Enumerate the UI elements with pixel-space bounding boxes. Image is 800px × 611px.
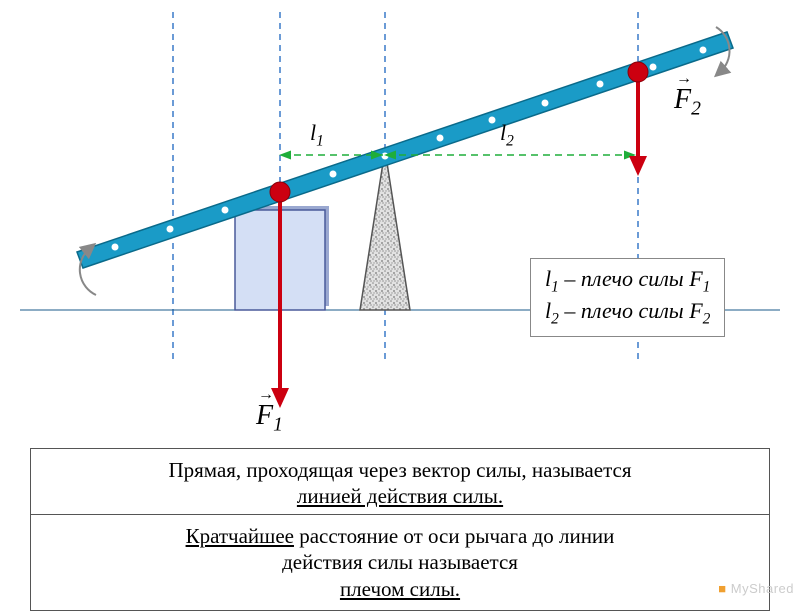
label-f2: F2: [674, 84, 701, 121]
force-f2: [628, 62, 648, 176]
legend-line-2: l2 – плечо силы F2: [545, 297, 710, 329]
label-l2: l2: [500, 120, 514, 150]
legend-line-1: l1 – плечо силы F1: [545, 265, 710, 297]
definition-arm-of-force: Кратчайшее расстояние от оси рычага до л…: [30, 514, 770, 611]
text: расстояние от оси рычага до линии: [294, 524, 614, 548]
label-l1: l1: [310, 120, 324, 150]
text: Прямая, проходящая через вектор силы, на…: [168, 458, 631, 482]
text-underlined: плечом силы.: [340, 577, 460, 601]
text-underlined: Кратчайшее: [186, 524, 294, 548]
fulcrum: [360, 150, 410, 310]
definition-line-of-action: Прямая, проходящая через вектор силы, на…: [30, 448, 770, 519]
label-f1: F1: [256, 400, 283, 437]
lever-diagram: [0, 0, 800, 440]
text: действия силы называется: [282, 550, 518, 574]
text-underlined: линией действия силы.: [297, 484, 503, 508]
legend-box: l1 – плечо силы F1 l2 – плечо силы F2: [530, 258, 725, 337]
watermark: ■ MyShared: [718, 581, 794, 596]
